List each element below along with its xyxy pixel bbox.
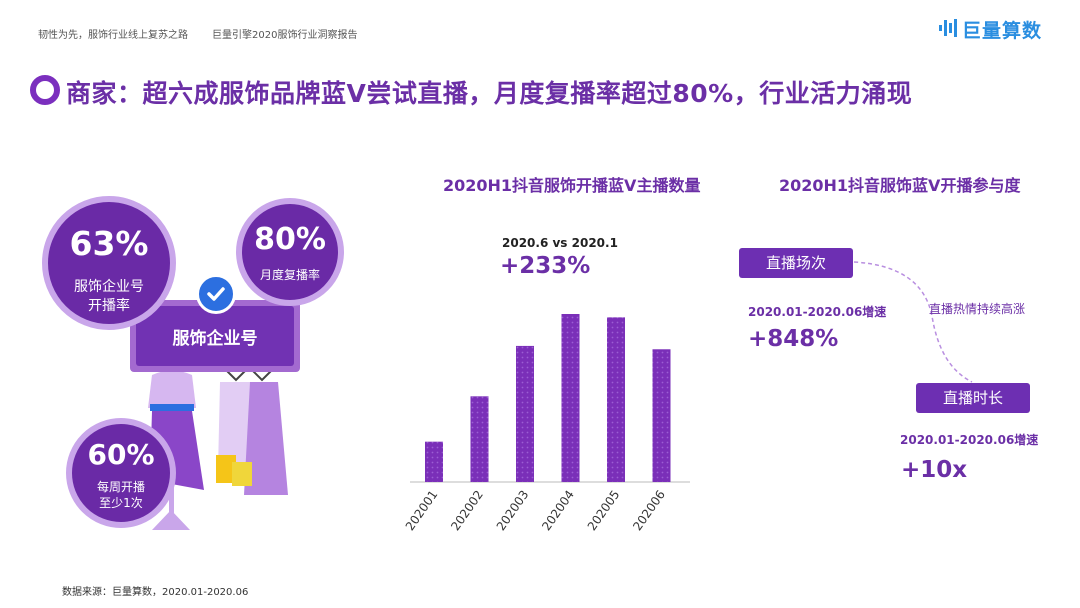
stat-open-rate-label2: 开播率 — [88, 298, 130, 314]
chart-growth: +233% — [500, 253, 591, 279]
stat-replay-rate-label: 月度复播率 — [259, 268, 320, 282]
bar-202005 — [607, 317, 625, 482]
tick-label-202003: 202003 — [494, 488, 532, 534]
stat-weekly-live-label2: 至少1次 — [99, 496, 143, 510]
stat-replay-rate: 80% 月度复播率 — [236, 198, 344, 306]
bar-202006 — [652, 349, 671, 482]
check-icon — [196, 274, 236, 314]
live-sessions-growth: +848% — [748, 326, 839, 352]
stat-weekly-live-value: 60% — [87, 438, 155, 471]
live-duration-range: 2020.01-2020.06增速 — [900, 433, 1039, 447]
stat-open-rate-label1: 服饰企业号 — [74, 279, 144, 295]
dashed-connector — [853, 261, 973, 383]
report-name: 巨量引擎2020服饰行业洞察报告 — [212, 30, 358, 41]
live-sessions-range: 2020.01-2020.06增速 — [748, 305, 887, 319]
enthusiasm-note: 直播热情持续高涨 — [929, 302, 1026, 316]
header-subtitle: 韧性为先，服饰行业线上复苏之路 — [38, 30, 188, 41]
live-duration-pill: 直播时长 — [916, 383, 1030, 413]
bar-202004 — [561, 314, 580, 482]
tick-label-202004: 202004 — [539, 488, 577, 534]
logo-text: 巨量算数 — [962, 20, 1043, 42]
page-title: 商家：超六成服饰品牌蓝V尝试直播，月度复播率超过80%，行业活力涌现 — [66, 79, 913, 108]
live-duration-growth: +10x — [901, 457, 968, 483]
logo-icon — [939, 19, 957, 37]
title-ring-icon — [30, 75, 60, 105]
bar-202001 — [425, 441, 443, 482]
stat-open-rate: 63% 服饰企业号 开播率 — [42, 196, 176, 330]
sign-label: 服饰企业号 — [136, 306, 294, 366]
bar-202003 — [516, 345, 534, 482]
bar-202002 — [470, 396, 489, 482]
mannequin-illustration — [146, 340, 288, 530]
chart-title: 2020H1抖音服饰开播蓝V主播数量 — [443, 176, 701, 195]
stat-weekly-live-label1: 每周开播 — [96, 480, 145, 494]
engagement-title: 2020H1抖音服饰蓝V开播参与度 — [779, 176, 1021, 195]
stat-open-rate-value: 63% — [69, 224, 149, 263]
tick-label-202005: 202005 — [585, 488, 623, 534]
chart-comparison-note: 2020.6 vs 2020.1 — [502, 236, 618, 250]
stat-weekly-live: 60% 每周开播 至少1次 — [66, 418, 176, 528]
blue-v-anchor-bar-chart: 202001 202002 202003 202004 202005 202006 — [405, 314, 690, 534]
live-sessions-pill: 直播场次 — [739, 248, 853, 278]
tick-label-202001: 202001 — [405, 488, 440, 534]
stat-replay-rate-value: 80% — [254, 222, 326, 257]
tick-label-202002: 202002 — [448, 488, 486, 534]
tick-label-202006: 202006 — [630, 488, 668, 534]
data-source: 数据来源：巨量算数，2020.01-2020.06 — [62, 587, 249, 598]
